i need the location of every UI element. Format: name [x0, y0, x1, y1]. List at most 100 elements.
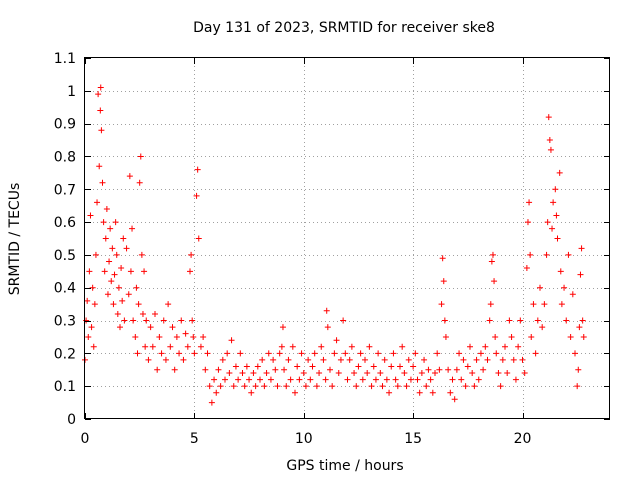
- data-point: [141, 268, 148, 275]
- data-point: [289, 343, 296, 350]
- data-point: [302, 383, 309, 390]
- data-point: [228, 337, 235, 344]
- data-point: [182, 330, 189, 337]
- data-point: [197, 343, 204, 350]
- data-point: [241, 383, 248, 390]
- data-point: [294, 363, 301, 370]
- data-point: [539, 324, 546, 331]
- data-point: [158, 350, 165, 357]
- data-point: [344, 376, 351, 383]
- data-point: [83, 317, 90, 324]
- data-point: [85, 333, 92, 340]
- data-point: [469, 370, 476, 377]
- data-point: [309, 363, 316, 370]
- data-point: [318, 343, 325, 350]
- data-point: [285, 356, 292, 363]
- data-point: [527, 251, 534, 258]
- data-point: [109, 245, 116, 252]
- data-point: [154, 366, 161, 373]
- data-point: [401, 370, 408, 377]
- data-point: [87, 212, 94, 219]
- data-point: [451, 396, 458, 403]
- y-tick-label: 0.8: [54, 149, 76, 165]
- data-point: [246, 376, 253, 383]
- data-point: [368, 383, 375, 390]
- data-point: [342, 350, 349, 357]
- y-tick-label: 0.5: [54, 248, 76, 264]
- data-point: [120, 235, 127, 242]
- data-point: [103, 205, 110, 212]
- data-point: [489, 251, 496, 258]
- data-point: [519, 356, 526, 363]
- data-point: [340, 317, 347, 324]
- data-point: [188, 251, 195, 258]
- data-point: [351, 370, 358, 377]
- data-point: [287, 376, 294, 383]
- data-point: [145, 356, 152, 363]
- plot-frame: [84, 57, 610, 419]
- data-point: [180, 356, 187, 363]
- data-point: [439, 255, 446, 262]
- data-point: [279, 324, 286, 331]
- x-tick-label: 0: [81, 431, 90, 447]
- data-point: [90, 343, 97, 350]
- data-point: [165, 301, 172, 308]
- data-point: [366, 343, 373, 350]
- data-point: [193, 192, 200, 199]
- data-point: [499, 356, 506, 363]
- data-point: [553, 212, 560, 219]
- data-point: [575, 366, 582, 373]
- data-point: [143, 317, 150, 324]
- data-point: [331, 350, 338, 357]
- data-point: [119, 297, 126, 304]
- data-point: [259, 356, 266, 363]
- data-point: [429, 389, 436, 396]
- data-point: [484, 356, 491, 363]
- data-point: [441, 317, 448, 324]
- data-point: [390, 350, 397, 357]
- x-tick-label: 15: [404, 431, 422, 447]
- data-point: [313, 383, 320, 390]
- data-point: [226, 370, 233, 377]
- data-point: [497, 383, 504, 390]
- data-point: [129, 225, 136, 232]
- data-point: [576, 324, 583, 331]
- data-point: [491, 278, 498, 285]
- data-point: [517, 317, 524, 324]
- data-point: [91, 301, 98, 308]
- x-axis-label: GPS time / hours: [286, 458, 403, 474]
- data-point: [558, 301, 565, 308]
- data-point: [488, 258, 495, 265]
- data-point: [554, 235, 561, 242]
- data-point: [267, 376, 274, 383]
- data-point: [298, 350, 305, 357]
- data-point: [187, 268, 193, 275]
- data-point: [449, 376, 456, 383]
- data-point: [329, 383, 336, 390]
- data-point: [432, 370, 438, 377]
- data-point: [97, 84, 104, 91]
- data-point: [107, 225, 114, 232]
- data-point: [232, 363, 239, 370]
- axis-ticks: 0 0.1 0.2 0.3 0.4 0.5 0.6 0.7 0.8 0.9 1 1.1 0 5 10 15 20: [54, 51, 610, 447]
- data-point: [316, 370, 323, 377]
- data-point: [106, 258, 113, 265]
- data-point: [353, 383, 360, 390]
- data-point: [534, 317, 541, 324]
- data-point: [311, 350, 318, 357]
- data-point: [375, 350, 382, 357]
- data-point: [492, 333, 499, 340]
- data-point: [230, 383, 237, 390]
- data-point: [270, 356, 277, 363]
- data-point: [95, 91, 102, 98]
- data-point: [292, 389, 298, 396]
- data-point: [487, 301, 494, 308]
- data-point: [134, 350, 141, 357]
- data-point: [528, 333, 535, 340]
- data-point: [579, 317, 586, 324]
- data-point: [114, 310, 121, 317]
- data-point: [512, 376, 519, 383]
- data-point: [265, 350, 272, 357]
- data-point: [563, 317, 570, 324]
